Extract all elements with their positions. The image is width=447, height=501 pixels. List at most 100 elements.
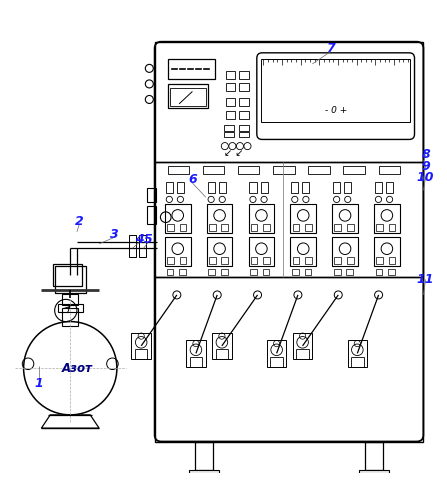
Bar	[334, 269, 341, 275]
Bar	[179, 269, 186, 275]
Text: 5: 5	[143, 233, 152, 246]
Text: 1: 1	[35, 377, 43, 390]
Bar	[239, 98, 249, 106]
Bar	[249, 204, 274, 233]
Bar	[376, 224, 383, 230]
Bar	[365, 441, 384, 470]
Text: - 0 +: - 0 +	[325, 106, 347, 115]
Bar	[209, 224, 215, 230]
Bar	[374, 237, 400, 266]
Bar	[62, 308, 78, 326]
Bar	[155, 42, 423, 162]
Bar	[186, 340, 206, 367]
Bar	[166, 182, 173, 193]
Bar	[376, 269, 383, 275]
Bar	[359, 470, 389, 476]
Bar	[347, 224, 354, 230]
Text: 10: 10	[417, 171, 434, 184]
Bar	[238, 166, 259, 174]
Bar	[293, 224, 299, 230]
Bar	[376, 257, 383, 264]
Bar	[167, 224, 174, 230]
Bar	[139, 235, 146, 257]
Bar	[155, 277, 423, 441]
Bar	[168, 60, 215, 80]
Text: ↙ ↙: ↙ ↙	[224, 148, 244, 158]
Bar	[251, 224, 257, 230]
Bar	[129, 235, 136, 257]
Text: 7: 7	[326, 42, 334, 55]
Bar	[291, 204, 316, 233]
Bar	[221, 224, 228, 230]
Bar	[332, 204, 358, 233]
Bar	[374, 204, 400, 233]
Bar	[334, 224, 341, 230]
Bar	[194, 441, 213, 470]
Text: Азот: Азот	[62, 362, 93, 375]
Text: 3: 3	[110, 228, 119, 241]
Bar	[168, 84, 208, 108]
Bar	[334, 257, 341, 264]
Bar	[239, 125, 249, 131]
Text: 8: 8	[421, 148, 430, 161]
Bar	[203, 166, 224, 174]
Bar	[344, 182, 351, 193]
Bar	[226, 111, 236, 119]
Bar	[388, 269, 395, 275]
Bar	[375, 182, 382, 193]
Bar	[292, 269, 299, 275]
Bar	[291, 237, 316, 266]
Bar	[189, 470, 219, 476]
Bar	[165, 237, 190, 266]
Bar	[249, 237, 274, 266]
Bar	[221, 257, 228, 264]
Bar	[347, 257, 354, 264]
Bar	[348, 340, 367, 367]
Bar	[261, 182, 268, 193]
Bar	[250, 269, 257, 275]
Bar	[267, 340, 287, 367]
Text: 4: 4	[135, 233, 143, 246]
Text: 9: 9	[421, 160, 430, 173]
Bar	[346, 269, 353, 275]
Bar	[147, 188, 156, 201]
Bar	[168, 166, 189, 174]
Bar	[261, 60, 410, 122]
Bar	[226, 72, 236, 80]
Bar	[305, 224, 312, 230]
Bar	[180, 257, 186, 264]
Bar	[389, 224, 395, 230]
Bar	[147, 206, 156, 224]
Bar	[224, 132, 234, 137]
Bar	[55, 266, 86, 293]
Bar	[251, 257, 257, 264]
Text: 11: 11	[417, 273, 434, 286]
Text: 6: 6	[188, 173, 197, 186]
Bar	[226, 98, 236, 106]
Bar	[263, 269, 270, 275]
Bar	[239, 132, 249, 137]
Bar	[302, 182, 309, 193]
Bar	[333, 182, 340, 193]
Polygon shape	[42, 415, 99, 428]
Bar	[293, 257, 299, 264]
Bar	[170, 88, 206, 106]
Bar	[207, 204, 232, 233]
Bar	[58, 304, 83, 312]
Bar	[305, 257, 312, 264]
Bar	[263, 224, 270, 230]
Bar	[308, 166, 330, 174]
Bar	[224, 125, 234, 131]
Bar	[239, 111, 249, 119]
Bar	[343, 166, 365, 174]
Bar	[177, 182, 184, 193]
Bar	[291, 182, 298, 193]
Bar	[379, 166, 400, 174]
Bar	[221, 269, 228, 275]
Bar	[167, 257, 174, 264]
Bar	[263, 257, 270, 264]
Bar	[249, 182, 257, 193]
Bar	[389, 257, 395, 264]
Bar	[219, 182, 226, 193]
Bar	[165, 204, 190, 233]
